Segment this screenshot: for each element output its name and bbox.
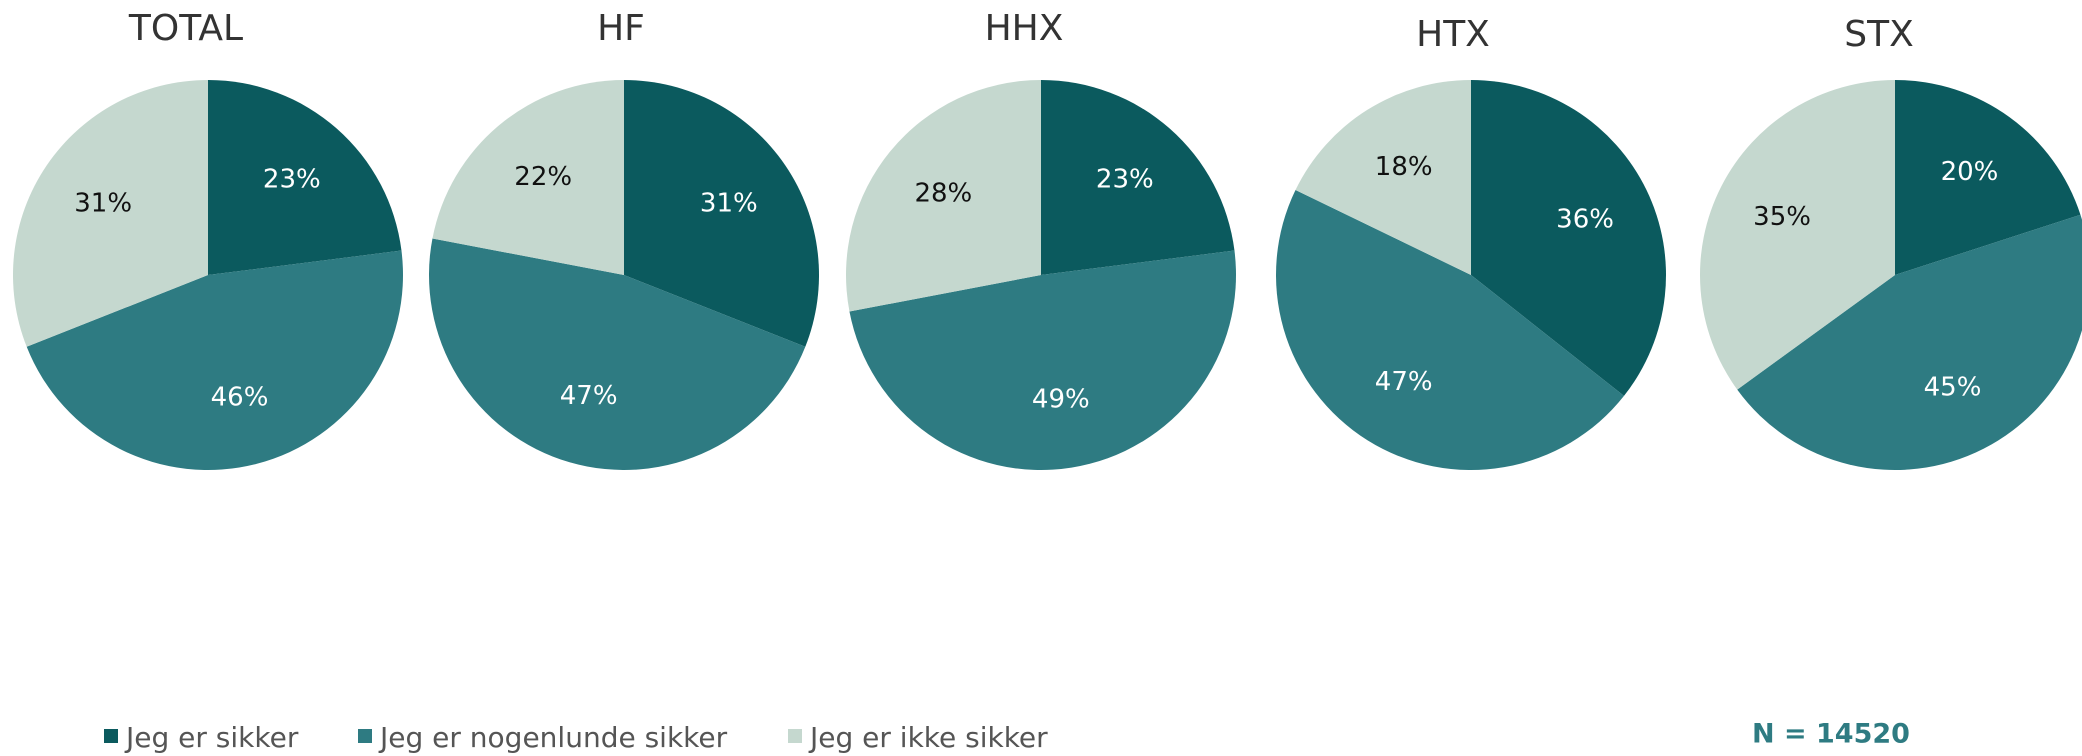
slice-label: 31% — [700, 188, 758, 218]
sample-size-note: N = 14520 — [1752, 719, 1910, 750]
pie-slice — [1737, 214, 2082, 471]
legend-label: Jeg er nogenlunde sikker — [378, 721, 728, 754]
slice-label: 47% — [560, 381, 618, 411]
slice-label: 18% — [1375, 152, 1433, 182]
legend-swatch — [788, 729, 802, 743]
legend-label: Jeg er sikker — [124, 721, 299, 754]
pie-slice — [26, 250, 404, 471]
legend-label: Jeg er ikke sikker — [808, 721, 1048, 754]
slice-label: 47% — [1375, 367, 1433, 397]
slice-label: 23% — [263, 164, 321, 194]
pie-slice — [1471, 80, 1667, 396]
pie-slice — [208, 80, 402, 275]
pie-slice — [1700, 79, 1895, 390]
pie-slice — [624, 80, 820, 347]
chart-title: HTX — [1416, 14, 1490, 55]
pie-slice — [12, 80, 208, 347]
legend-swatch — [358, 729, 372, 743]
chart-title: HF — [597, 8, 645, 49]
slice-label: 45% — [1924, 372, 1982, 402]
slice-label: 22% — [514, 162, 572, 192]
chart-title: TOTAL — [128, 8, 243, 49]
chart-title: HHX — [985, 8, 1064, 49]
pie-slice — [432, 79, 624, 275]
slice-label: 35% — [1753, 202, 1811, 232]
chart-title: STX — [1844, 14, 1914, 55]
slice-label: 36% — [1556, 204, 1614, 234]
pie-slice — [1895, 80, 2081, 275]
legend-swatch — [104, 729, 118, 743]
slice-label: 23% — [1096, 164, 1154, 194]
pie-slice — [846, 80, 1041, 312]
pie-slice — [1295, 79, 1471, 275]
slice-label: 28% — [914, 179, 972, 209]
slice-label: 31% — [74, 188, 132, 218]
slice-label: 49% — [1032, 385, 1090, 415]
pie-slice — [1041, 80, 1235, 275]
pie-slice — [849, 250, 1236, 470]
pie-slice — [429, 238, 806, 470]
slice-label: 20% — [1941, 157, 1999, 187]
pie-slice — [1276, 190, 1624, 470]
slice-label: 46% — [211, 382, 269, 412]
